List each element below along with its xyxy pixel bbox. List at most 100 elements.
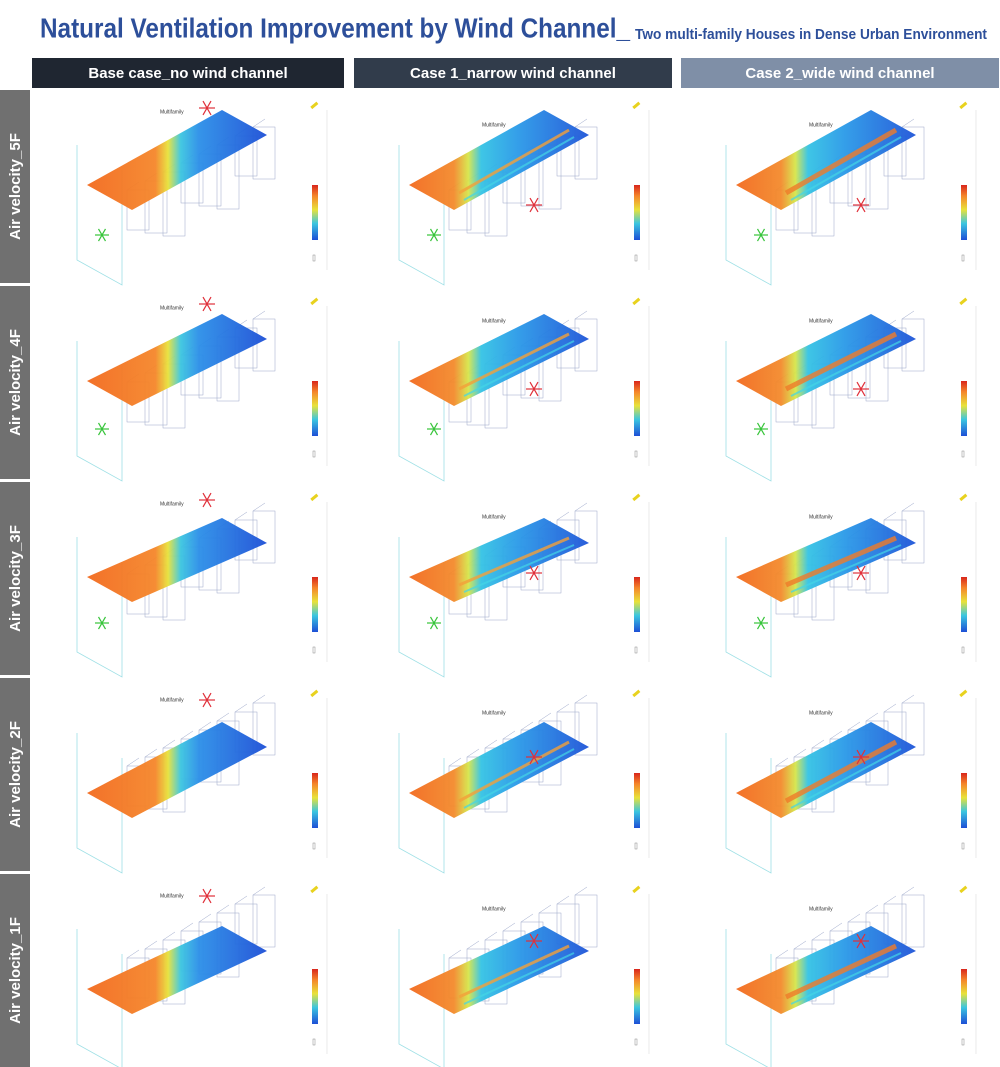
colorbar-axis	[961, 450, 965, 458]
room-edge	[829, 922, 843, 932]
frame	[398, 145, 445, 286]
frame	[76, 145, 123, 286]
marker	[756, 228, 766, 242]
colorbar	[312, 577, 318, 632]
room-edge	[574, 886, 588, 896]
tool-icon	[310, 101, 319, 110]
colorbar-axis	[634, 450, 638, 458]
panel-label: Multifamily	[160, 305, 184, 311]
marker	[202, 692, 212, 708]
room	[901, 894, 925, 948]
frame	[398, 341, 445, 482]
marker	[856, 197, 866, 213]
panel-label: Multifamily	[160, 501, 184, 507]
frame	[398, 733, 445, 874]
frame	[76, 929, 123, 1067]
panel-label: Multifamily	[160, 697, 184, 703]
room-edge	[883, 703, 897, 713]
frame	[76, 341, 123, 482]
title: Natural Ventilation Improvement by Wind …	[40, 12, 630, 43]
wind-channel	[785, 535, 897, 588]
room-edge	[556, 511, 570, 521]
simulation-panel: Multifamily	[76, 296, 328, 482]
marker	[429, 228, 439, 242]
panel-label: Multifamily	[482, 906, 506, 912]
column-header-bg	[354, 58, 672, 88]
row-header-bg	[0, 678, 30, 871]
tool-icon	[310, 689, 319, 698]
room-edge	[901, 694, 915, 704]
marker	[202, 100, 212, 116]
room-edge	[574, 502, 588, 512]
tool-icon	[310, 493, 319, 502]
velocity-plate	[409, 926, 589, 1014]
room-edge	[883, 511, 897, 521]
room-edge	[162, 931, 176, 941]
colorbar	[634, 773, 640, 828]
wind-channel	[784, 943, 898, 1000]
marker	[856, 381, 866, 397]
marker	[97, 228, 107, 242]
panel-label: Multifamily	[482, 318, 506, 324]
room-edge	[144, 940, 158, 950]
room	[252, 894, 276, 948]
marker	[529, 381, 539, 397]
simulation-panel: Multifamily	[725, 689, 977, 874]
wind-channel-edge	[463, 340, 575, 397]
marker	[202, 492, 212, 508]
room-edge	[216, 712, 230, 722]
velocity-plate	[409, 110, 589, 210]
panel-label: Multifamily	[809, 318, 833, 324]
room-edge	[574, 118, 588, 128]
room-edge	[144, 748, 158, 758]
room-edge	[793, 940, 807, 950]
room-edge	[574, 310, 588, 320]
row-header: Air velocity_1F	[7, 917, 24, 1024]
column-header: Base case_no wind channel	[88, 65, 287, 82]
marker	[856, 565, 866, 581]
column-header: Case 2_wide wind channel	[745, 65, 934, 82]
colorbar	[312, 185, 318, 240]
room-edge	[520, 913, 534, 923]
tool-icon	[310, 885, 319, 894]
column-header: Case 1_narrow wind channel	[410, 65, 616, 82]
frame	[725, 733, 772, 874]
room-edge	[198, 721, 212, 731]
wind-channel	[458, 536, 570, 587]
wind-channel-edge	[463, 136, 575, 201]
velocity-plate	[409, 518, 589, 602]
wind-channel	[784, 127, 898, 196]
room-edge	[775, 949, 789, 959]
colorbar-axis	[961, 842, 965, 850]
wind-channel-edge	[463, 952, 575, 1005]
velocity-plate	[87, 110, 267, 210]
room-edge	[865, 712, 879, 722]
column-header-bg	[32, 58, 344, 88]
room-edge	[556, 895, 570, 905]
row-header: Air velocity_2F	[7, 721, 24, 828]
room-edge	[883, 895, 897, 905]
wind-channel-edge	[790, 136, 902, 201]
row-header-bg	[0, 90, 30, 283]
room-edge	[829, 730, 843, 740]
room-edge	[901, 886, 915, 896]
room-edge	[180, 922, 194, 932]
colorbar	[961, 577, 967, 632]
wind-channel-edge	[790, 340, 902, 397]
colorbar-axis	[634, 1038, 638, 1046]
room-edge	[811, 739, 825, 749]
room-edge	[484, 931, 498, 941]
tool-icon	[959, 885, 968, 894]
room-edge	[556, 703, 570, 713]
room	[901, 318, 925, 372]
room-edge	[901, 118, 915, 128]
colorbar	[312, 773, 318, 828]
colorbar-axis	[634, 842, 638, 850]
room	[574, 702, 598, 756]
room-edge	[162, 739, 176, 749]
subtitle: Two multi-family Houses in Dense Urban E…	[635, 26, 987, 43]
frame	[725, 537, 772, 678]
marker	[429, 616, 439, 630]
panel-label: Multifamily	[809, 710, 833, 716]
colorbar	[634, 577, 640, 632]
